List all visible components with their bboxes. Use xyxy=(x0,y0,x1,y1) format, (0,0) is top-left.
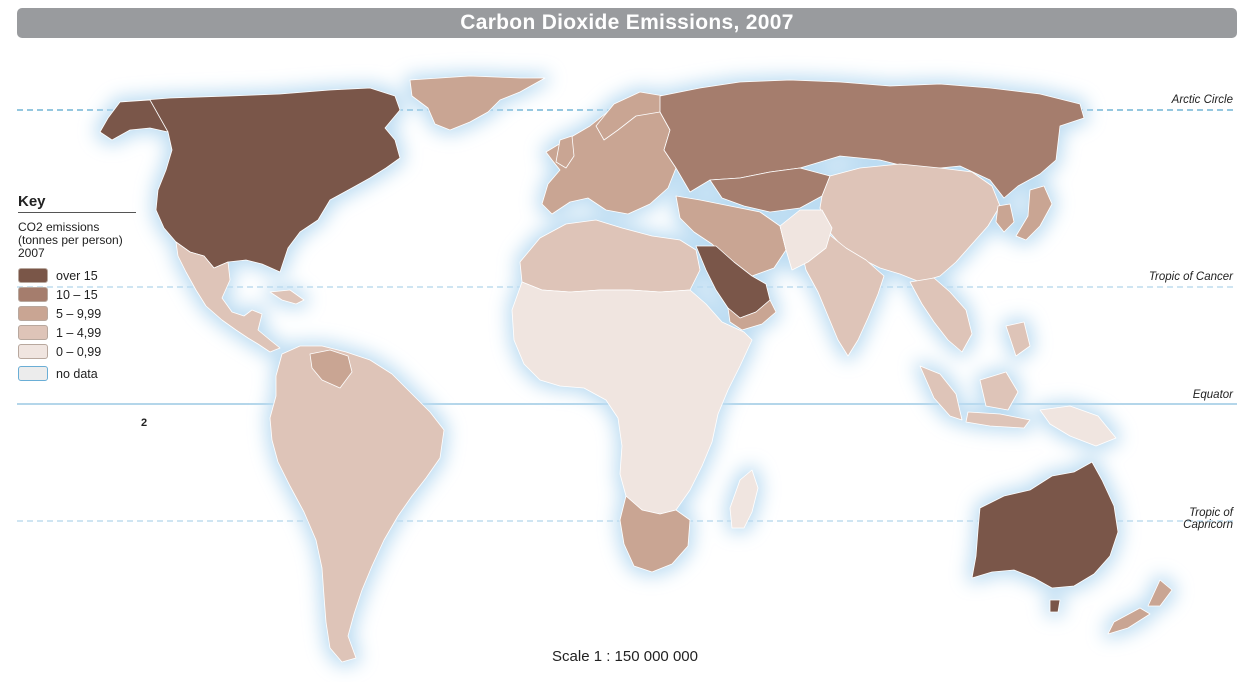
arctic-circle-label: Arctic Circle xyxy=(1171,94,1233,106)
region-south-africa xyxy=(619,495,691,573)
key-caption: CO2 emissions (tonnes per person) 2007 xyxy=(18,221,136,260)
region-korea-japan xyxy=(995,185,1053,241)
key-swatch xyxy=(18,268,48,283)
key-swatch xyxy=(18,325,48,340)
key-swatch xyxy=(18,287,48,302)
region-north-africa xyxy=(519,219,701,293)
region-yemen-oman xyxy=(727,299,777,331)
map-scale: Scale 1 : 150 000 000 xyxy=(552,648,698,665)
equator-label: Equator xyxy=(1192,389,1233,401)
region-southeast-asia xyxy=(909,277,973,353)
key-item: no data xyxy=(18,364,136,383)
region-indonesia xyxy=(919,321,1031,429)
tropic-cancer-label: Tropic of Cancer xyxy=(1148,271,1233,283)
key-item: 5 – 9,99 xyxy=(18,304,136,323)
region-central-america xyxy=(175,241,281,353)
key-label: 0 – 0,99 xyxy=(56,344,102,359)
key-item: 10 – 15 xyxy=(18,285,136,304)
map-key: Key CO2 emissions (tonnes per person) 20… xyxy=(18,193,136,383)
key-title: Key xyxy=(18,193,136,213)
region-caribbean xyxy=(269,289,305,305)
key-label: 1 – 4,99 xyxy=(56,325,102,340)
key-label: 10 – 15 xyxy=(56,287,98,302)
region-pakistan-afghanistan xyxy=(779,209,833,271)
region-north-america xyxy=(119,87,401,273)
key-caption-line1: CO2 emissions xyxy=(18,220,100,234)
key-item: over 15 xyxy=(18,266,136,285)
region-india xyxy=(799,231,885,357)
region-new-zealand xyxy=(1107,579,1173,635)
map-title: Carbon Dioxide Emissions, 2007 xyxy=(17,8,1237,38)
key-label: 5 – 9,99 xyxy=(56,306,102,321)
key-caption-line2: (tonnes per person) xyxy=(18,233,123,247)
key-swatch xyxy=(18,366,48,381)
region-australia xyxy=(971,461,1119,589)
tropic-capricorn-label-line1: Tropic of xyxy=(1189,507,1233,519)
key-item: 0 – 0,99 xyxy=(18,342,136,361)
region-russia xyxy=(659,79,1085,199)
tropic-capricorn-label: Tropic of Capricorn xyxy=(1183,507,1233,531)
region-south-america xyxy=(269,345,445,663)
region-tasmania xyxy=(1049,599,1061,613)
key-swatch xyxy=(18,344,48,359)
region-madagascar xyxy=(729,469,759,529)
region-middle-east xyxy=(675,195,787,277)
key-item: 1 – 4,99 xyxy=(18,323,136,342)
key-swatch xyxy=(18,306,48,321)
region-papua-new-guinea xyxy=(1039,405,1117,447)
tropic-capricorn-label-line2: Capricorn xyxy=(1183,519,1233,531)
region-alaska xyxy=(99,99,169,141)
region-uk xyxy=(555,135,575,169)
footnote-marker: 2 xyxy=(141,417,148,429)
region-subsaharan-africa xyxy=(511,281,753,515)
key-caption-line3: 2007 xyxy=(18,246,45,260)
key-label: over 15 xyxy=(56,268,98,283)
region-venezuela xyxy=(309,349,353,389)
region-greenland xyxy=(409,75,546,131)
key-label: no data xyxy=(56,366,98,381)
